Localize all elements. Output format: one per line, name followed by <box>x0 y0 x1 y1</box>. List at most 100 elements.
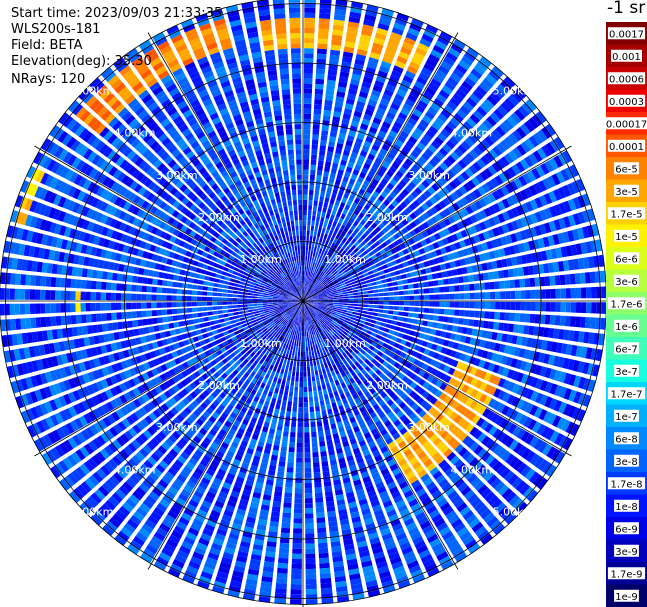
ray-gate <box>315 281 320 286</box>
ray-gate <box>361 313 368 318</box>
ray-gate <box>328 302 334 304</box>
ray-gate <box>432 241 440 249</box>
ray-gate <box>412 318 418 325</box>
ray-gate <box>374 174 382 182</box>
ray-gate <box>576 178 586 192</box>
ray-gate <box>417 42 430 52</box>
ray-gate <box>283 358 287 365</box>
ray-gate <box>389 74 400 83</box>
ray-gate <box>339 271 346 276</box>
ray-gate <box>304 457 311 463</box>
ray-gate <box>316 211 322 217</box>
ray-gate <box>335 284 341 288</box>
ray-gate <box>386 250 393 257</box>
ray-gate <box>525 215 534 226</box>
ray-gate <box>312 303 318 305</box>
ray-gate <box>474 310 480 318</box>
ray-gate <box>324 485 333 492</box>
ray-gate <box>344 204 351 211</box>
ray-gate <box>558 329 565 340</box>
ray-gate <box>554 136 565 150</box>
ray-gate <box>318 299 324 301</box>
ray-gate <box>303 169 309 175</box>
ray-gate <box>337 137 345 145</box>
ray-gate <box>328 247 333 253</box>
ray-gate <box>441 237 449 246</box>
ray-gate <box>331 209 337 216</box>
ray-gate <box>440 60 453 71</box>
ray-gate <box>327 74 337 81</box>
ray-gate <box>303 245 306 251</box>
ray-gate <box>423 260 430 268</box>
ray-gate <box>357 237 364 244</box>
ray-gate <box>476 142 487 153</box>
ray-gate <box>310 426 317 433</box>
ray-gate <box>331 277 337 282</box>
ray-gate <box>304 437 310 443</box>
ray-gate <box>304 285 306 291</box>
ray-gate <box>369 274 375 279</box>
ray-gate <box>348 293 354 296</box>
ray-gate <box>316 170 323 176</box>
ray-gate <box>300 361 303 367</box>
ray-gate <box>474 200 483 210</box>
ray-gate <box>297 432 303 438</box>
ray-gate <box>411 56 423 66</box>
ray-gate <box>326 208 332 215</box>
ray-gate <box>276 424 283 431</box>
ray-gate <box>391 260 398 266</box>
ray-gate <box>421 179 430 189</box>
ray-gate <box>322 466 330 472</box>
ray-gate <box>552 355 560 367</box>
ray-gate <box>459 105 471 116</box>
ray-gate <box>365 158 373 166</box>
ray-gate <box>330 236 335 243</box>
ray-gate <box>495 237 503 247</box>
ray-gate <box>352 262 358 268</box>
ray-gate <box>332 256 338 262</box>
ray-gate <box>535 165 546 177</box>
ray-gate <box>346 273 353 278</box>
ray-gate <box>489 281 495 290</box>
ray-gate <box>297 422 303 428</box>
ray-gate <box>399 130 409 139</box>
ray-gate <box>530 302 536 311</box>
ray-gate <box>416 196 424 205</box>
ray-gate <box>294 340 297 346</box>
ray-gate <box>352 311 358 315</box>
ray-gate <box>386 182 395 191</box>
ray-gate <box>468 319 474 327</box>
ray-gate <box>552 261 560 273</box>
ray-gate <box>393 253 400 259</box>
ray-gate <box>378 292 384 297</box>
ray-gate <box>481 183 491 193</box>
ray-gate <box>312 284 316 290</box>
ray-gate <box>456 199 465 209</box>
ray-gate <box>364 108 374 117</box>
ray-gate <box>336 239 341 246</box>
ray-gate <box>366 266 372 272</box>
ray-gate <box>305 563 316 569</box>
ray-gate <box>395 183 404 192</box>
ray-gate <box>464 301 470 309</box>
ray-gate <box>323 274 328 280</box>
ray-gate <box>364 229 371 236</box>
ray-gate <box>393 306 399 311</box>
ray-gate <box>357 176 364 184</box>
ray-gate <box>428 314 434 321</box>
ray-gate <box>549 275 556 286</box>
ray-gate <box>306 331 309 337</box>
ray-gate <box>459 309 465 317</box>
ray-gate <box>394 93 405 102</box>
ray-gate <box>511 207 520 218</box>
ray-gate <box>343 298 349 301</box>
ray-gate <box>313 119 321 125</box>
ray-gate <box>408 312 414 318</box>
ray-gate <box>345 270 351 276</box>
ray-gate <box>342 266 348 271</box>
ray-gate <box>330 167 338 174</box>
ray-gate <box>454 301 460 308</box>
ray-gate <box>590 240 598 253</box>
ray-gate <box>311 292 316 296</box>
ray-gate <box>386 195 394 203</box>
